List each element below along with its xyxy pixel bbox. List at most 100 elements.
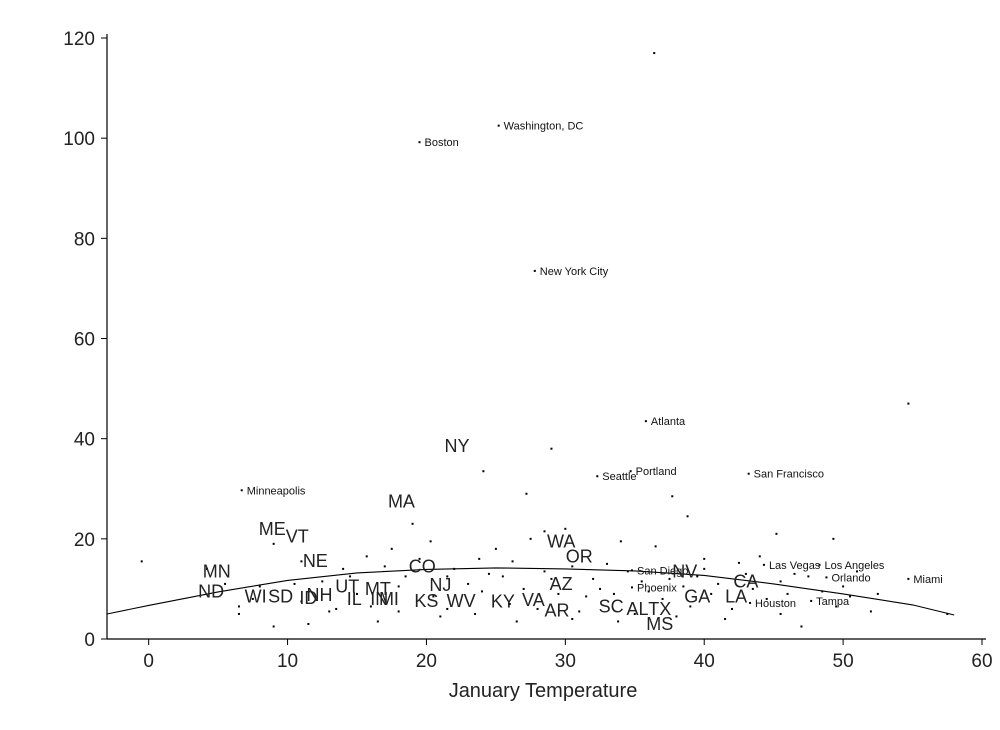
city-label: Atlanta — [651, 416, 686, 428]
data-point — [731, 607, 733, 610]
data-point — [293, 582, 296, 585]
data-point — [703, 557, 706, 560]
data-point — [800, 625, 803, 628]
state-label: MS — [646, 614, 673, 634]
state-label: IL — [347, 589, 362, 609]
city-label: Orlando — [831, 572, 870, 584]
data-point — [686, 515, 689, 518]
data-point — [744, 572, 747, 575]
state-label: NH — [307, 585, 333, 605]
data-point — [668, 577, 671, 580]
data-point — [703, 567, 706, 570]
data-point — [633, 612, 636, 615]
city-point — [749, 601, 752, 604]
city-point — [629, 470, 632, 473]
data-point — [487, 572, 490, 575]
data-point — [404, 575, 407, 578]
y-tick-label: 80 — [74, 229, 95, 250]
x-tick-label: 40 — [694, 651, 715, 672]
data-point — [557, 592, 560, 595]
city-label: Miami — [913, 574, 942, 586]
state-label: SC — [599, 596, 624, 616]
data-point — [525, 492, 528, 495]
data-point — [536, 607, 539, 610]
city-label: Boston — [425, 137, 459, 149]
data-point — [775, 532, 778, 535]
state-label: WA — [547, 531, 575, 551]
data-point — [793, 572, 796, 575]
data-point — [258, 585, 261, 588]
x-tick-label: 0 — [143, 651, 154, 672]
city-label: Tampa — [816, 596, 850, 608]
data-point — [592, 577, 595, 580]
data-point — [653, 52, 656, 55]
state-label: OR — [566, 546, 593, 566]
city-label: San Francisco — [754, 469, 824, 481]
city-label: Seattle — [602, 471, 636, 483]
city-label: Washington, DC — [504, 121, 584, 133]
city-label: San Diego — [637, 565, 688, 577]
data-point — [737, 561, 740, 564]
data-point — [446, 607, 449, 610]
x-tick-label: 30 — [555, 651, 576, 672]
data-point — [807, 575, 810, 578]
city-point — [810, 599, 813, 602]
data-point — [724, 617, 727, 620]
state-label: VT — [286, 526, 309, 546]
data-point — [369, 605, 372, 608]
data-point — [418, 557, 421, 560]
data-point — [550, 577, 553, 580]
city-label: Los Angeles — [825, 560, 885, 572]
city-point — [825, 576, 828, 579]
data-point — [237, 612, 240, 615]
city-point — [533, 269, 536, 272]
data-point — [661, 597, 664, 600]
state-label: MA — [388, 491, 415, 511]
state-label: LA — [725, 586, 747, 606]
city-point — [418, 141, 421, 144]
data-point — [342, 567, 345, 570]
city-point — [762, 563, 765, 566]
labels-layer: Washington, DC Boston New York City Atlanta… — [198, 121, 943, 634]
data-point — [689, 605, 692, 608]
smooth-curve-layer — [106, 567, 955, 616]
data-point — [432, 595, 435, 598]
y-tick-label: 40 — [74, 430, 95, 451]
data-point — [907, 402, 910, 405]
y-tick-label: 100 — [63, 129, 95, 150]
city-point — [497, 124, 500, 127]
state-label: AR — [544, 600, 569, 620]
data-point — [482, 470, 485, 473]
state-label: AZ — [550, 574, 573, 594]
city-label: New York City — [540, 266, 609, 278]
data-point — [717, 582, 720, 585]
y-tick-label: 20 — [74, 530, 95, 551]
data-point — [365, 555, 368, 558]
data-point — [474, 612, 477, 615]
data-point — [376, 620, 379, 623]
data-point — [429, 540, 432, 543]
data-point — [383, 565, 386, 568]
data-point — [439, 615, 442, 618]
y-tick-label: 0 — [84, 630, 95, 651]
city-point — [631, 586, 633, 589]
city-point — [596, 475, 599, 478]
data-point — [779, 612, 782, 615]
data-point — [237, 605, 240, 608]
data-point — [522, 587, 525, 590]
state-label: WV — [447, 591, 476, 611]
data-point — [206, 567, 208, 570]
state-label: MI — [379, 589, 399, 609]
data-point — [835, 605, 838, 608]
data-point — [617, 620, 620, 623]
state-label: NY — [444, 436, 469, 456]
data-point — [599, 587, 602, 590]
data-point — [453, 567, 456, 570]
state-label: CA — [733, 571, 758, 591]
data-point — [612, 592, 615, 595]
data-point — [710, 592, 713, 595]
data-point — [251, 597, 254, 600]
data-point — [321, 580, 324, 583]
